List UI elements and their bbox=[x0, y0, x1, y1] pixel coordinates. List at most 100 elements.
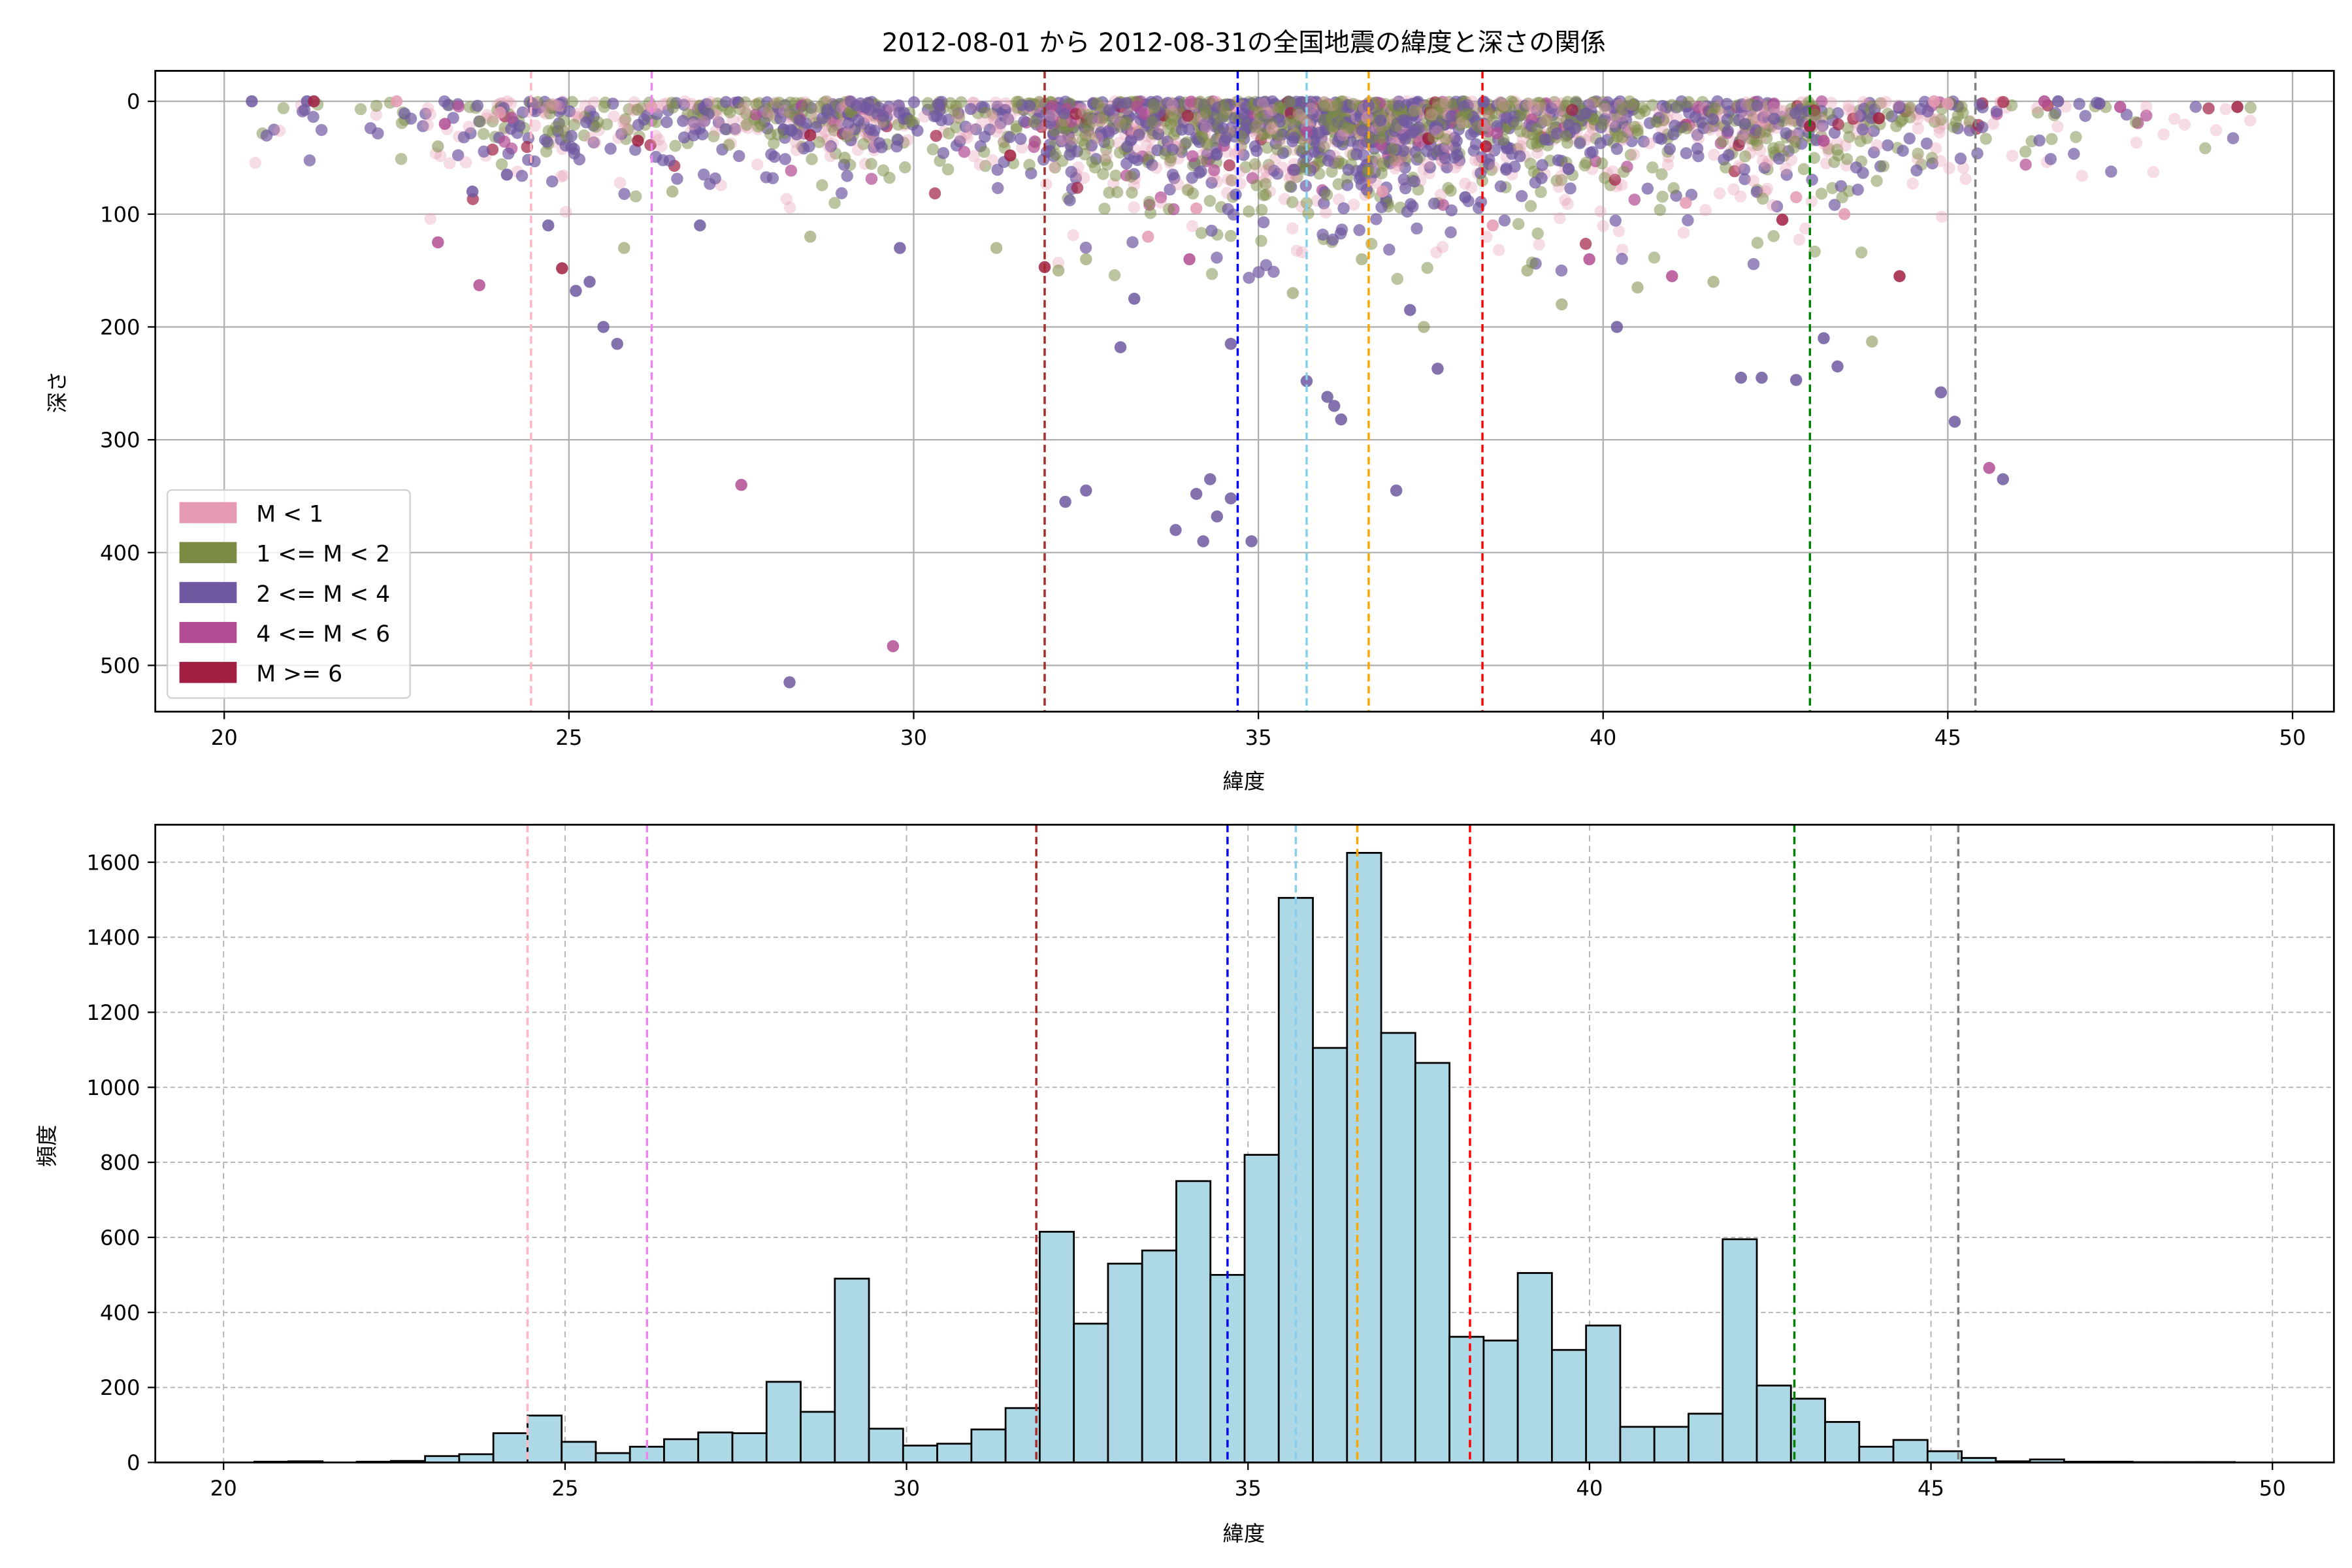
scatter-point bbox=[1882, 139, 1894, 152]
scatter-point bbox=[1872, 112, 1886, 125]
scatter-point bbox=[579, 99, 591, 112]
scatter-point bbox=[246, 95, 258, 108]
scatter-point bbox=[749, 108, 762, 121]
scatter-point bbox=[1747, 174, 1759, 187]
scatter-point bbox=[1377, 157, 1389, 170]
scatter-point bbox=[1773, 140, 1786, 154]
scatter-point bbox=[1531, 146, 1544, 159]
scatter-point bbox=[1079, 148, 1091, 161]
scatter-point bbox=[1186, 220, 1199, 233]
scatter-point bbox=[1445, 110, 1458, 123]
scatter-point bbox=[1540, 114, 1553, 127]
scatter-point bbox=[1292, 106, 1305, 119]
scatter-point bbox=[1868, 146, 1880, 159]
scatter-point bbox=[687, 129, 700, 142]
scatter-point bbox=[1326, 233, 1339, 246]
scatter-point bbox=[1637, 135, 1650, 148]
legend-swatch bbox=[179, 502, 237, 523]
scatter-point bbox=[613, 176, 627, 189]
scatter-point bbox=[2073, 97, 2085, 110]
scatter-point bbox=[1058, 107, 1070, 120]
scatter-point bbox=[1772, 152, 1786, 165]
scatter-point bbox=[1789, 107, 1802, 120]
scatter-point bbox=[1316, 228, 1329, 241]
scatter-point bbox=[894, 242, 906, 254]
scatter-point bbox=[1754, 126, 1767, 139]
scatter-point bbox=[1756, 192, 1769, 205]
scatter-point bbox=[566, 95, 579, 108]
scatter-point bbox=[1205, 268, 1218, 280]
scatter-point bbox=[1195, 165, 1207, 178]
scatter-point bbox=[794, 114, 806, 127]
scatter-point bbox=[1267, 265, 1280, 278]
scatter-point bbox=[1599, 103, 1612, 116]
scatter-point bbox=[887, 640, 900, 653]
scatter-point bbox=[1331, 157, 1345, 170]
scatter-point bbox=[1650, 115, 1663, 128]
scatter-point bbox=[1616, 103, 1629, 116]
scatter-point bbox=[1893, 270, 1906, 282]
scatter-point bbox=[1652, 131, 1665, 144]
scatter-point bbox=[1498, 214, 1511, 227]
x-tick-label: 45 bbox=[1935, 725, 1961, 750]
scatter-point bbox=[1493, 244, 1505, 256]
scatter-point bbox=[1320, 188, 1333, 201]
scatter-point bbox=[621, 123, 634, 136]
scatter-point bbox=[1997, 473, 2010, 485]
scatter-point bbox=[1418, 321, 1430, 333]
x-tick-label: 45 bbox=[1918, 1476, 1944, 1501]
scatter-point bbox=[315, 123, 328, 137]
scatter-point bbox=[1254, 112, 1267, 125]
scatter-point bbox=[2244, 101, 2257, 114]
scatter-point bbox=[583, 131, 596, 144]
legend-swatch bbox=[179, 662, 237, 683]
scatter-point bbox=[1882, 107, 1894, 120]
scatter-point bbox=[1331, 97, 1344, 110]
scatter-point bbox=[471, 99, 484, 112]
scatter-point bbox=[678, 131, 691, 144]
scatter-point bbox=[1663, 142, 1676, 155]
scatter-point bbox=[1306, 107, 1319, 120]
scatter-point bbox=[750, 98, 763, 111]
scatter-point bbox=[1337, 129, 1349, 142]
scatter-point bbox=[1152, 128, 1165, 140]
scatter-point bbox=[438, 118, 451, 130]
scatter-point bbox=[1739, 150, 1752, 163]
scatter-point bbox=[649, 129, 662, 142]
scatter-point bbox=[473, 279, 485, 291]
scatter-point bbox=[1431, 363, 1444, 375]
scatter-point bbox=[1734, 190, 1747, 203]
scatter-point bbox=[1828, 155, 1840, 169]
scatter-point bbox=[1815, 122, 1827, 135]
scatter-point bbox=[552, 99, 565, 112]
scatter-point bbox=[1010, 123, 1022, 135]
scatter-point bbox=[1386, 142, 1399, 155]
scatter-point bbox=[1585, 97, 1598, 110]
scatter-point bbox=[1439, 152, 1451, 165]
scatter-point bbox=[751, 158, 764, 171]
scatter-point bbox=[838, 152, 851, 164]
scatter-point bbox=[398, 107, 411, 120]
y-tick-label: 800 bbox=[100, 1151, 140, 1175]
scatter-point bbox=[451, 149, 465, 161]
scatter-point bbox=[1721, 97, 1733, 110]
scatter-point bbox=[2210, 124, 2223, 137]
scatter-point bbox=[1448, 161, 1462, 174]
scatter-point bbox=[1408, 175, 1421, 188]
scatter-point bbox=[1413, 135, 1426, 148]
scatter-point bbox=[1974, 98, 1986, 111]
scatter-point bbox=[1028, 116, 1041, 129]
scatter-point bbox=[1045, 109, 1057, 122]
scatter-point bbox=[1166, 169, 1179, 181]
scatter-point bbox=[424, 212, 436, 225]
scatter-point bbox=[857, 138, 870, 150]
scatter-point bbox=[1128, 293, 1141, 305]
scatter-point bbox=[990, 125, 1003, 138]
scatter-point bbox=[723, 139, 735, 151]
scatter-point bbox=[1286, 287, 1299, 299]
scatter-point bbox=[1906, 177, 1919, 190]
scatter-point bbox=[851, 144, 864, 156]
scatter-point bbox=[1934, 155, 1947, 167]
scatter-point bbox=[1727, 183, 1740, 196]
scatter-point bbox=[1108, 269, 1121, 282]
